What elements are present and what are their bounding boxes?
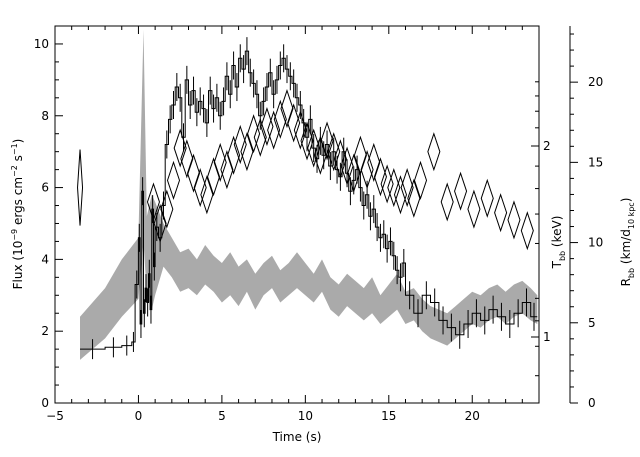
- x-tick-label: 15: [381, 409, 396, 423]
- temperature-diamond: [507, 200, 521, 240]
- plot-frame: [54, 25, 540, 404]
- x-axis-ticks: −5 0 5 10 15 20: [46, 26, 540, 423]
- x-tick-label: 5: [218, 409, 226, 423]
- t-tick-label: 1: [543, 330, 551, 344]
- temperature-diamond: [287, 103, 301, 143]
- temperature-diamond: [413, 160, 428, 200]
- temperature-diamond: [260, 106, 274, 147]
- temperature-diamond: [427, 132, 441, 172]
- temperature-diamond: [166, 160, 181, 200]
- flux-histogram-line: [80, 50, 538, 350]
- temperature-diamond: [440, 182, 454, 222]
- y-tick-label: 10: [34, 37, 49, 51]
- y-tick-label: 0: [41, 396, 49, 410]
- x-axis-title: Time (s): [272, 430, 322, 444]
- temperature-diamond: [207, 157, 221, 197]
- radius-band-layer: [80, 29, 538, 360]
- temperature-diamond: [200, 175, 214, 215]
- x-tick-label: 0: [135, 409, 143, 423]
- temperature-diamond: [253, 117, 267, 157]
- r-tick-label: 0: [588, 396, 596, 410]
- temperature-diamond: [353, 135, 367, 175]
- temperature-diamond: [387, 167, 401, 208]
- flux-histogram-layer: [80, 37, 538, 360]
- temperature-diamond: [173, 128, 187, 168]
- temperature-diamond: [520, 211, 534, 251]
- r-tick-label: 5: [588, 316, 596, 330]
- temperature-diamond: [373, 157, 387, 197]
- r-tick-label: 10: [588, 236, 603, 250]
- temperature-diamond: [77, 149, 84, 226]
- temperature-diamond: [293, 110, 307, 150]
- temperature-diamond: [247, 114, 261, 154]
- temperature-diamond: [240, 132, 254, 172]
- y-axis-ticks: 0 2 4 6 8 10: [34, 37, 63, 410]
- x-tick-label: 10: [298, 409, 313, 423]
- temperature-diamond: [220, 150, 234, 190]
- temperature-diamond: [233, 124, 247, 165]
- x-tick-label: 20: [465, 409, 480, 423]
- temperature-diamond: [180, 139, 194, 179]
- temperature-diamond: [227, 135, 241, 175]
- y-tick-label: 8: [41, 109, 49, 123]
- temperature-diamond: [480, 178, 494, 218]
- r-tick-label: 20: [588, 75, 603, 89]
- radius-band-area: [80, 29, 538, 360]
- temperature-diamond-layer: [77, 88, 534, 251]
- temperature-diamond: [407, 178, 421, 218]
- y-axis-title-temperature: Tbb (keV): [550, 216, 567, 270]
- temperature-axis-ticks: 12: [531, 81, 551, 377]
- y-axis-title-radius: Rbb (km/d10 kpc): [619, 198, 636, 287]
- temperature-diamond: [393, 175, 408, 215]
- y-tick-label: 6: [41, 181, 49, 195]
- temperature-diamond: [267, 110, 281, 150]
- temperature-diamond: [360, 150, 374, 190]
- temperature-diamond: [193, 167, 207, 208]
- temperature-diamond: [213, 142, 227, 183]
- y-tick-label: 4: [41, 252, 49, 266]
- temperature-diamond: [494, 193, 508, 233]
- r-tick-label: 15: [588, 155, 603, 169]
- y-axis-title-left: Flux (10−9 ergs cm−2 s−1): [10, 139, 25, 290]
- t-tick-label: 2: [543, 139, 551, 153]
- temperature-diamond: [273, 99, 287, 139]
- temperature-diamond: [380, 164, 394, 204]
- temperature-diamond: [400, 167, 414, 208]
- temperature-diamond: [367, 142, 381, 183]
- x-tick-label: −5: [46, 409, 64, 423]
- temperature-diamond: [186, 153, 201, 193]
- temperature-diamond: [280, 88, 294, 129]
- y-tick-label: 2: [41, 324, 49, 338]
- temperature-diamond: [467, 189, 481, 229]
- radius-axis-ticks: 0 5 10 15 20: [570, 33, 603, 410]
- temperature-diamond: [454, 171, 468, 211]
